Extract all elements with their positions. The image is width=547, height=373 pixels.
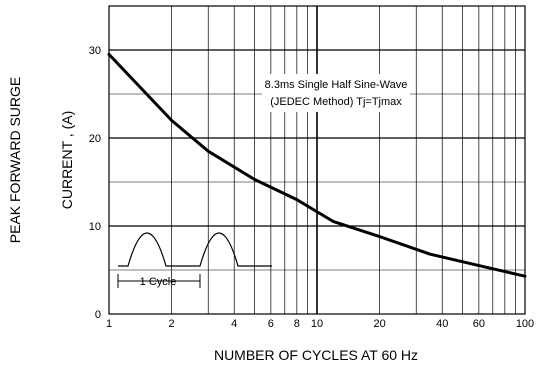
x-tick-label: 100 bbox=[516, 318, 534, 330]
x-tick-label: 60 bbox=[473, 318, 485, 330]
inset-cycle-label: 1 Cycle bbox=[140, 276, 177, 288]
waveform-inset: 1 Cycle bbox=[118, 233, 272, 288]
x-tick-label: 4 bbox=[231, 318, 237, 330]
half-sine-wave-icon bbox=[118, 233, 272, 266]
annotation-line-2: (JEDEC Method) Tj=Tjmax bbox=[270, 96, 402, 108]
x-tick-label: 40 bbox=[436, 318, 448, 330]
x-tick-label: 1 bbox=[106, 318, 112, 330]
x-tick-label: 6 bbox=[268, 318, 274, 330]
y-tick-label: 10 bbox=[89, 221, 101, 233]
y-tick-label: 0 bbox=[95, 309, 101, 321]
x-tick-labels: 1 2 4 6 8 10 20 40 60 100 bbox=[106, 318, 534, 330]
y-tick-label: 30 bbox=[89, 45, 101, 57]
grid-lines bbox=[109, 6, 525, 314]
y-axis-title-line-1: PEAK FORWARD SURGE bbox=[7, 77, 23, 243]
y-axis-title-line-2: CURRENT , (A) bbox=[59, 111, 75, 210]
x-axis-title: NUMBER OF CYCLES AT 60 Hz bbox=[214, 347, 418, 363]
y-tick-label: 20 bbox=[89, 133, 101, 145]
x-tick-label: 8 bbox=[294, 318, 300, 330]
x-tick-label: 20 bbox=[373, 318, 385, 330]
y-tick-labels: 0 10 20 30 bbox=[89, 45, 101, 321]
x-tick-label: 10 bbox=[311, 318, 323, 330]
x-tick-label: 2 bbox=[169, 318, 175, 330]
annotation-line-1: 8.3ms Single Half Sine-Wave bbox=[265, 79, 408, 91]
